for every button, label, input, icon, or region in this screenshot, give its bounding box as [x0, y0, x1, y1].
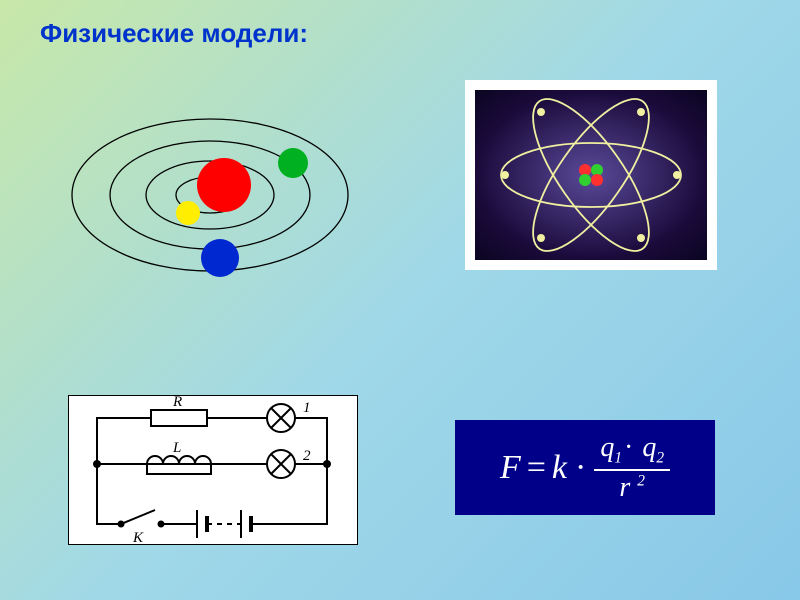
wire-top	[97, 418, 151, 464]
planet-blue	[201, 239, 239, 277]
atom-nucleus	[579, 164, 603, 186]
label-R: R	[172, 396, 182, 410]
atom-orbits	[501, 90, 681, 260]
wire-top-3	[295, 418, 327, 464]
coulomb-formula: F = k · q1· q2 r 2	[455, 420, 715, 515]
sym-F: F	[500, 449, 521, 487]
sym-q2: q	[642, 432, 656, 463]
planet-green	[278, 148, 308, 178]
sub-1: 1	[614, 450, 622, 467]
label-L: L	[172, 440, 181, 456]
lamp-1-cross	[271, 408, 291, 428]
lamp-2-cross	[271, 454, 291, 474]
sun	[197, 158, 251, 212]
node-left	[94, 461, 100, 467]
wire-bottom-left	[97, 464, 121, 524]
sym-k: k	[552, 449, 567, 487]
label-K: K	[132, 530, 144, 546]
sym-r: r	[619, 472, 630, 503]
node-right	[324, 461, 330, 467]
sup-2: 2	[637, 472, 645, 489]
inductor-core	[147, 464, 211, 474]
circuit-diagram: R L 1 2 K	[68, 395, 358, 545]
sym-dot-2: ·	[622, 432, 635, 463]
planet-yellow	[176, 201, 200, 225]
sym-eq: =	[527, 449, 546, 487]
solar-system-diagram	[60, 95, 360, 285]
sub-2: 2	[656, 450, 664, 467]
fraction: q1· q2 r 2	[594, 433, 670, 502]
atom-electrons	[501, 108, 681, 242]
label-lamp2: 2	[303, 448, 311, 464]
sym-q1: q	[600, 432, 614, 463]
switch-arm	[121, 510, 155, 524]
label-lamp1: 1	[303, 400, 311, 416]
resistor-R	[151, 410, 207, 426]
sym-dot-1: ·	[573, 449, 588, 487]
atom-diagram	[465, 80, 717, 270]
inductor-L	[147, 456, 211, 464]
page-title: Физические модели:	[40, 18, 308, 49]
